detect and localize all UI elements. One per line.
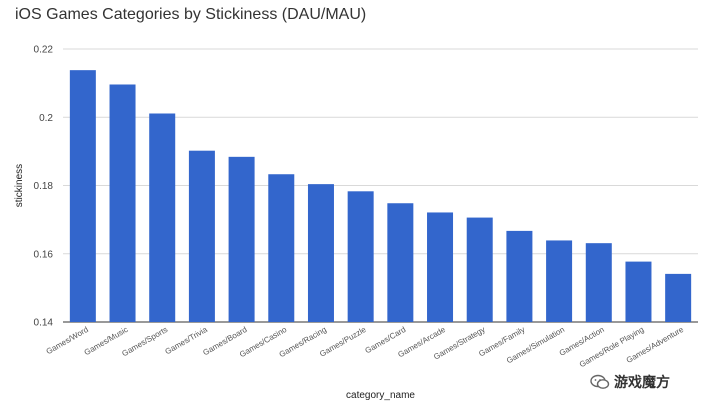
y-tick-labels: 0.14 0.16 0.18 0.2 0.22 <box>34 45 54 329</box>
chart-title: iOS Games Categories by Stickiness (DAU/… <box>15 6 367 23</box>
bar <box>506 230 533 322</box>
bar <box>228 156 255 322</box>
bar <box>665 273 692 322</box>
bar <box>387 203 414 322</box>
y-tick-label: 0.16 <box>34 249 54 260</box>
y-axis-title: stickiness <box>14 164 25 207</box>
y-tick-label: 0.14 <box>34 318 54 329</box>
bar <box>69 70 96 322</box>
watermark: 游戏魔方 <box>590 372 670 392</box>
bar <box>585 243 612 322</box>
bar <box>109 84 136 323</box>
bar <box>625 261 652 322</box>
y-tick-label: 0.2 <box>39 113 53 124</box>
bars <box>69 70 692 323</box>
bar <box>466 217 493 322</box>
bar <box>427 212 454 322</box>
watermark-text: 游戏魔方 <box>614 375 670 391</box>
x-category-labels: Games/WordGames/MusicGames/SportsGames/T… <box>45 325 686 370</box>
wechat-icon <box>590 374 610 390</box>
y-tick-label: 0.22 <box>34 45 54 56</box>
bar <box>307 184 334 322</box>
y-tick-label: 0.18 <box>34 181 54 192</box>
bar <box>149 113 176 322</box>
bar <box>546 240 573 322</box>
bar <box>268 174 295 322</box>
bar <box>188 150 215 322</box>
x-axis-title: category_name <box>346 390 415 401</box>
bar <box>347 191 374 322</box>
